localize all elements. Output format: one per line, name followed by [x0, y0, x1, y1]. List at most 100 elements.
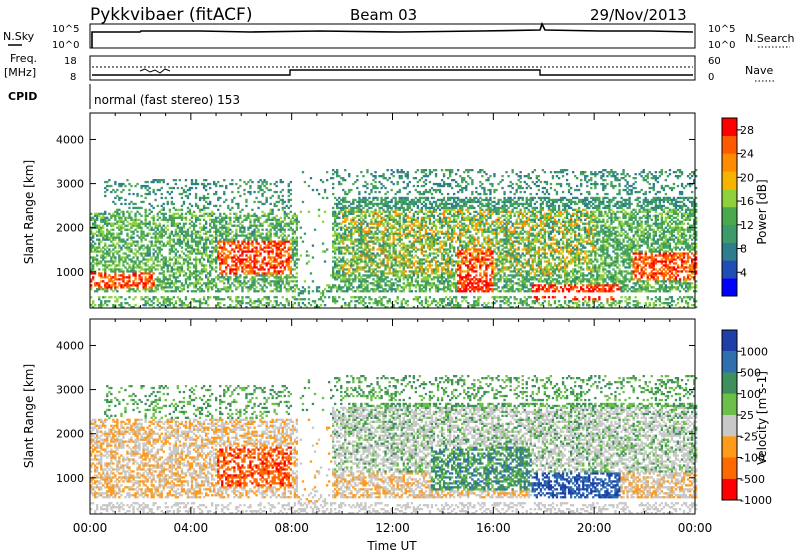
heatmap-cell [388, 246, 391, 249]
heatmap-cell [386, 206, 389, 210]
heatmap-cell [122, 238, 125, 241]
heatmap-cell [213, 212, 216, 215]
heatmap-cell [164, 282, 167, 285]
heatmap-cell [217, 290, 220, 293]
heatmap-cell [148, 186, 151, 190]
heatmap-cell [158, 302, 161, 305]
heatmap-cell [92, 218, 95, 221]
heatmap-cell [410, 272, 414, 275]
heatmap-cell [219, 276, 222, 279]
heatmap-cell [100, 234, 103, 237]
heatmap-cell [340, 202, 343, 206]
heatmap-cell [156, 188, 159, 192]
heatmap-cell [241, 262, 244, 265]
heatmap-cell [424, 212, 428, 215]
heatmap-cell [261, 262, 264, 265]
heatmap-cell [190, 234, 194, 237]
heatmap-cell [356, 206, 359, 210]
heatmap-cell [362, 260, 365, 263]
heatmap-cell [332, 298, 335, 301]
heatmap-cell [257, 272, 260, 275]
heatmap-cell [434, 232, 438, 235]
heatmap-cell [215, 236, 218, 239]
heatmap-cell [289, 210, 293, 213]
heatmap-cell [154, 268, 157, 271]
heatmap-cell [392, 240, 395, 243]
heatmap-cell [398, 212, 401, 215]
heatmap-cell [213, 268, 216, 271]
heatmap-cell [396, 288, 399, 291]
heatmap-cell [188, 256, 192, 259]
heatmap-cell [386, 280, 389, 283]
heatmap-cell [444, 204, 448, 208]
heatmap-cell [223, 248, 226, 251]
heatmap-cell [291, 238, 295, 241]
heatmap-cell [342, 266, 345, 269]
heatmap-cell [370, 248, 373, 251]
heatmap-cell [207, 278, 210, 281]
heatmap-cell [352, 182, 355, 186]
heatmap-cell [128, 284, 131, 287]
heatmap-cell [110, 234, 113, 237]
heatmap-cell [344, 238, 347, 241]
heatmap-cell [213, 204, 216, 208]
heatmap-cell [156, 288, 159, 291]
heatmap-cell [213, 246, 216, 249]
heatmap-cell [271, 274, 274, 277]
heatmap-cell [235, 232, 238, 235]
heatmap-cell [213, 296, 216, 299]
heatmap-cell [209, 286, 212, 289]
heatmap-cell [303, 298, 307, 301]
heatmap-cell [416, 180, 420, 184]
heatmap-cell [156, 248, 159, 251]
heatmap-cell [241, 290, 244, 293]
heatmap-cell [358, 192, 361, 196]
heatmap-cell [116, 222, 119, 225]
heatmap-cell [313, 302, 317, 305]
heatmap-cell [162, 274, 165, 277]
heatmap-cell [418, 290, 422, 293]
heatmap-cell [174, 302, 178, 305]
heatmap-cell [287, 198, 290, 202]
heatmap-cell [172, 206, 176, 210]
heatmap-cell [136, 218, 139, 221]
heatmap-cell [348, 252, 351, 255]
heatmap-cell [287, 302, 290, 305]
heatmap-cell [156, 224, 159, 227]
heatmap-cell [356, 224, 359, 227]
heatmap-cell [92, 222, 95, 225]
heatmap-cell [392, 250, 395, 253]
heatmap-cell [96, 254, 99, 257]
heatmap-cell [217, 220, 220, 223]
heatmap-cell [267, 230, 270, 233]
heatmap-cell [164, 196, 167, 200]
heatmap-cell [376, 278, 379, 281]
heatmap-cell [396, 256, 399, 259]
heatmap-cell [144, 272, 147, 275]
heatmap-cell [336, 278, 339, 281]
heatmap-cell [372, 252, 375, 255]
heatmap-cell [384, 276, 387, 279]
heatmap-cell [217, 278, 220, 281]
heatmap-cell [152, 232, 155, 235]
heatmap-cell [239, 230, 242, 233]
heatmap-cell [376, 240, 379, 243]
heatmap-cell [261, 298, 264, 301]
heatmap-cell [340, 268, 343, 271]
heatmap-cell [364, 238, 367, 241]
heatmap-cell [277, 244, 280, 247]
heatmap-cell [200, 278, 204, 281]
heatmap-cell [376, 228, 379, 231]
heatmap-cell [275, 218, 278, 221]
heatmap-cell [215, 184, 218, 188]
heatmap-cell [386, 244, 389, 247]
heatmap-cell [174, 286, 178, 289]
heatmap-cell [104, 242, 107, 245]
heatmap-cell [128, 290, 131, 293]
heatmap-cell [180, 268, 184, 271]
heatmap-cell [251, 278, 254, 281]
heatmap-cell [122, 220, 125, 223]
heatmap-cell [100, 250, 103, 253]
heatmap-cell [170, 216, 174, 219]
heatmap-cell [162, 230, 165, 233]
